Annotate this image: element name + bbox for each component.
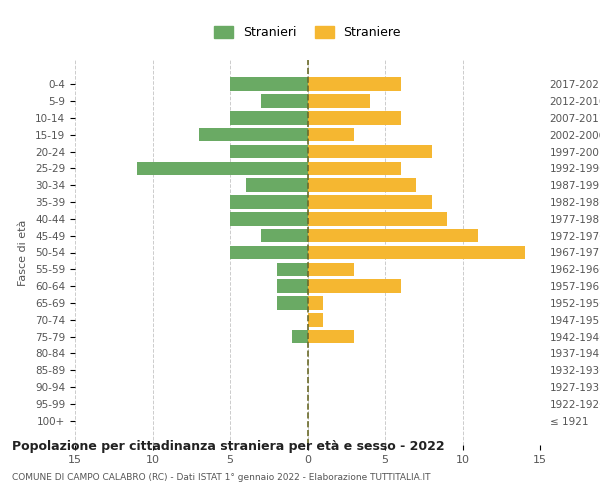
Bar xyxy=(308,78,401,91)
Bar xyxy=(308,313,323,326)
Bar xyxy=(277,262,308,276)
Bar xyxy=(308,162,401,175)
Bar xyxy=(308,330,354,344)
Bar xyxy=(308,280,401,293)
Bar xyxy=(308,145,431,158)
Bar xyxy=(261,229,308,242)
Bar xyxy=(277,280,308,293)
Bar xyxy=(308,178,416,192)
Bar xyxy=(308,128,354,141)
Text: COMUNE DI CAMPO CALABRO (RC) - Dati ISTAT 1° gennaio 2022 - Elaborazione TUTTITA: COMUNE DI CAMPO CALABRO (RC) - Dati ISTA… xyxy=(12,473,431,482)
Bar xyxy=(308,196,431,209)
Y-axis label: Fasce di età: Fasce di età xyxy=(18,220,28,286)
Bar xyxy=(230,111,308,124)
Bar xyxy=(245,178,308,192)
Bar xyxy=(308,94,370,108)
Bar xyxy=(230,78,308,91)
Bar xyxy=(308,111,401,124)
Bar xyxy=(137,162,308,175)
Text: Popolazione per cittadinanza straniera per età e sesso - 2022: Popolazione per cittadinanza straniera p… xyxy=(12,440,445,453)
Bar xyxy=(230,196,308,209)
Bar xyxy=(308,212,447,226)
Bar xyxy=(308,262,354,276)
Bar xyxy=(308,229,478,242)
Bar xyxy=(230,246,308,259)
Bar xyxy=(230,145,308,158)
Legend: Stranieri, Straniere: Stranieri, Straniere xyxy=(208,20,407,46)
Bar xyxy=(308,246,524,259)
Bar xyxy=(261,94,308,108)
Bar xyxy=(292,330,308,344)
Bar xyxy=(308,296,323,310)
Bar xyxy=(199,128,308,141)
Bar xyxy=(277,296,308,310)
Bar xyxy=(230,212,308,226)
